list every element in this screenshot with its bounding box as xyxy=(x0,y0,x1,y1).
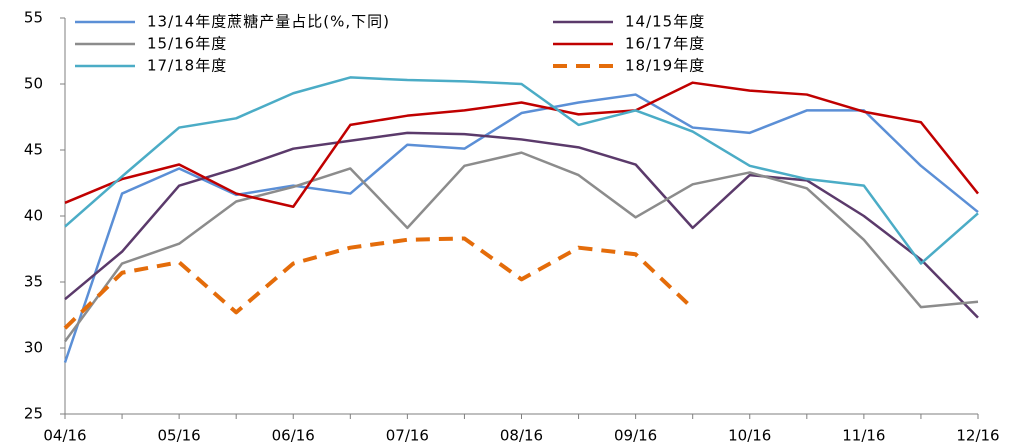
x-tick-label: 10/16 xyxy=(728,427,771,444)
series-line xyxy=(64,76,979,265)
y-tick-label: 45 xyxy=(24,141,43,159)
x-tick-label: 09/16 xyxy=(614,427,657,444)
series-line xyxy=(63,236,695,330)
x-tick-label: 12/16 xyxy=(956,427,999,444)
series-line xyxy=(63,93,979,363)
y-tick-label: 25 xyxy=(24,405,43,423)
y-tick-label: 55 xyxy=(24,9,43,27)
legend-label: 17/18年度 xyxy=(147,57,227,75)
x-tick-label: 06/16 xyxy=(272,427,315,444)
series-line xyxy=(63,151,979,343)
legend-label: 18/19年度 xyxy=(625,57,705,75)
series-line xyxy=(64,131,979,319)
legend-label: 15/16年度 xyxy=(147,35,227,53)
y-tick-label: 40 xyxy=(24,207,43,225)
series-line xyxy=(64,81,979,209)
x-tick-label: 05/16 xyxy=(158,427,201,444)
legend-label: 13/14年度蔗糖产量占比(%,下同) xyxy=(147,13,390,31)
y-tick-label: 50 xyxy=(24,75,43,93)
y-tick-label: 30 xyxy=(24,339,43,357)
legend-label: 14/15年度 xyxy=(625,13,705,31)
x-tick-label: 11/16 xyxy=(842,427,885,444)
x-tick-label: 04/16 xyxy=(43,427,86,444)
x-tick-label: 08/16 xyxy=(500,427,543,444)
y-tick-label: 35 xyxy=(24,273,43,291)
x-tick-label: 07/16 xyxy=(386,427,429,444)
legend-label: 16/17年度 xyxy=(625,35,705,53)
